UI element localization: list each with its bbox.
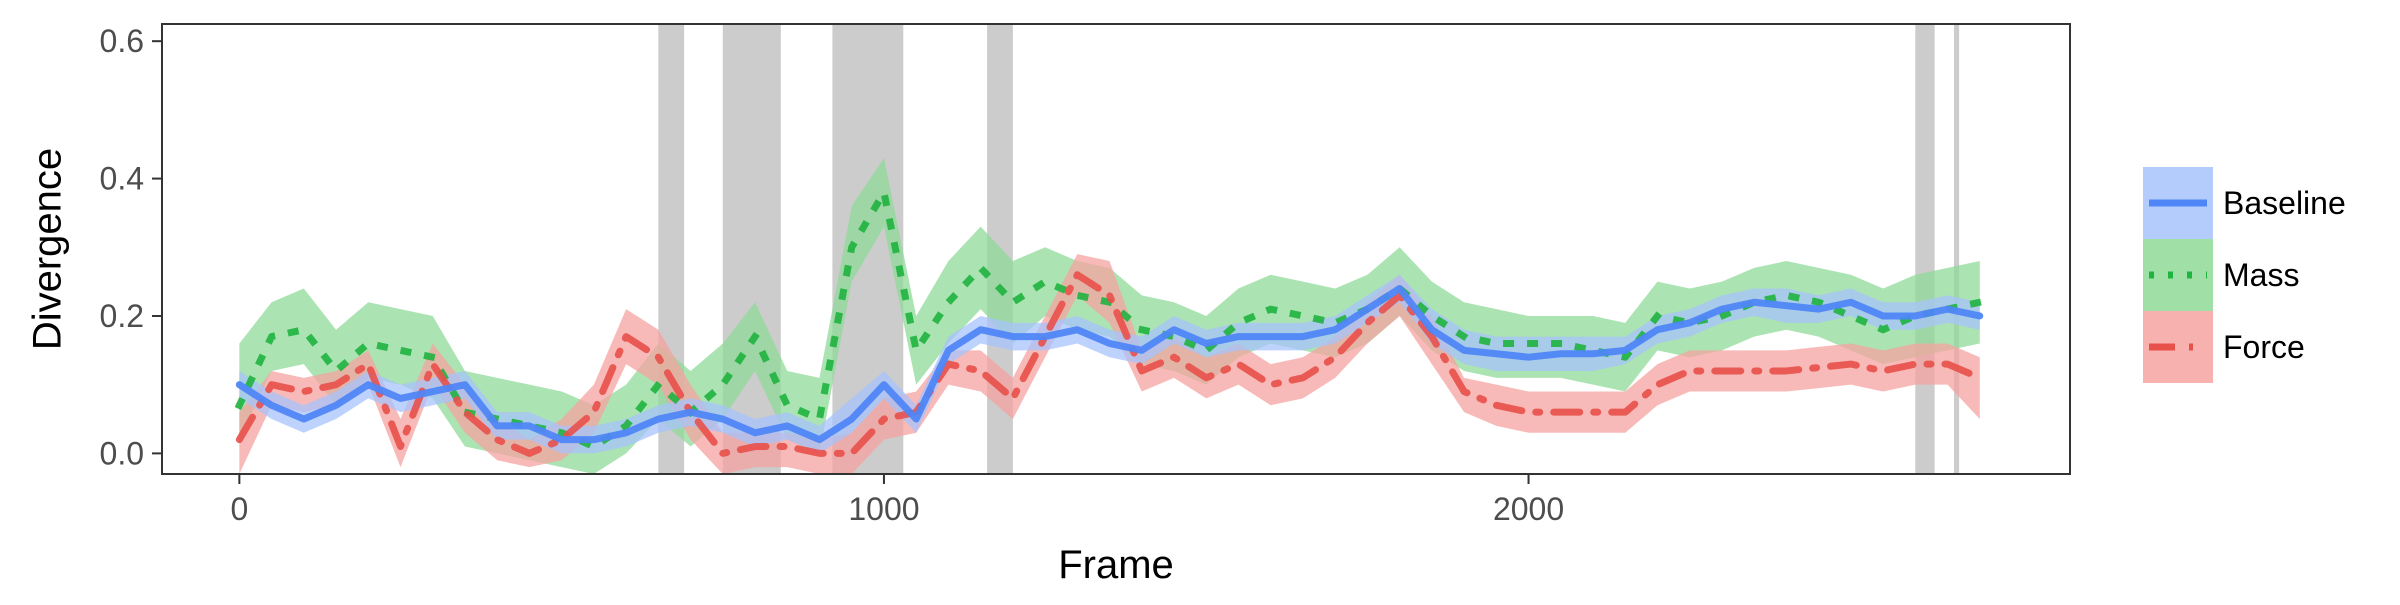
legend-key-band bbox=[2143, 239, 2213, 311]
legend-item-force: Force bbox=[2143, 311, 2305, 383]
series-lines bbox=[234, 188, 1984, 457]
y-axis-title: Divergence bbox=[26, 148, 70, 350]
y-tick-label: 0.0 bbox=[100, 435, 144, 471]
legend-label: Force bbox=[2223, 329, 2305, 365]
legend-label: Mass bbox=[2223, 257, 2299, 293]
axes: 0 1000 2000 0.0 0.2 0.4 0.6 bbox=[100, 23, 1565, 527]
x-tick-label: 1000 bbox=[848, 491, 919, 527]
line-force bbox=[235, 271, 1984, 457]
legend: Baseline Mass Force bbox=[2143, 167, 2346, 383]
x-axis-title: Frame bbox=[1058, 543, 1174, 587]
shaded-region bbox=[1915, 24, 1935, 474]
x-tick-label: 2000 bbox=[1493, 491, 1564, 527]
band-force bbox=[239, 254, 1980, 474]
y-tick-label: 0.4 bbox=[100, 161, 144, 197]
x-tick-label: 0 bbox=[230, 491, 248, 527]
plot-panel-border bbox=[161, 23, 2071, 475]
shaded-region bbox=[1953, 24, 1960, 474]
y-tick-label: 0.6 bbox=[100, 23, 144, 59]
legend-label: Baseline bbox=[2223, 185, 2346, 221]
line-baseline bbox=[235, 285, 1984, 444]
legend-item-baseline: Baseline bbox=[2143, 167, 2346, 239]
y-tick-label: 0.2 bbox=[100, 298, 144, 334]
band-baseline bbox=[239, 274, 1980, 454]
legend-item-mass: Mass bbox=[2143, 239, 2299, 311]
